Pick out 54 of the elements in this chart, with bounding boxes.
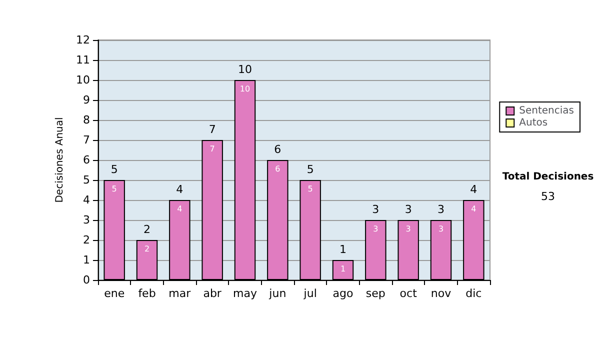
x-tick-label: sep (366, 287, 386, 300)
y-tick-label: 11 (76, 54, 90, 66)
data-label: 6 (275, 164, 280, 174)
data-label: 3 (438, 224, 444, 234)
y-tick-label: 0 (83, 274, 90, 286)
total-label: 7 (208, 123, 216, 136)
data-label: 5 (308, 184, 313, 194)
x-tick-label: may (233, 287, 258, 300)
y-tick-label: 8 (83, 114, 90, 126)
y-tick-label: 10 (76, 74, 90, 86)
total-label: 6 (274, 143, 282, 156)
data-label: 1 (340, 264, 346, 274)
text: Total Decisiones (502, 172, 594, 182)
data-label: 5 (112, 184, 117, 194)
x-tick-label: ago (332, 287, 354, 300)
total-label: 4 (470, 183, 478, 196)
x-tick-label: jul (302, 287, 317, 300)
text: 53 (541, 190, 555, 203)
y-tick-label: 2 (83, 234, 90, 246)
total-label: 2 (144, 223, 150, 236)
total-label: 3 (438, 203, 444, 216)
x-tick-label: ene (104, 287, 125, 300)
y-axis-title: Decisiones Anual (54, 117, 66, 203)
y-tick-label: 9 (83, 94, 90, 106)
legend-label: Autos (519, 118, 548, 128)
x-tick-label: oct (400, 287, 418, 300)
y-tick-label: 12 (76, 34, 90, 46)
y-tick-label: 7 (83, 134, 90, 146)
x-tick-label: feb (138, 287, 156, 300)
x-tick-label: mar (168, 287, 192, 300)
data-label: 4 (177, 204, 182, 214)
total-label: 3 (372, 203, 380, 216)
total-label: 3 (404, 203, 412, 216)
y-tick-label: 6 (83, 154, 90, 166)
total-label: 4 (176, 183, 184, 196)
data-label: 2 (144, 244, 150, 254)
data-label: 7 (210, 144, 215, 154)
data-label: 4 (471, 204, 476, 214)
y-tick-label: 5 (83, 174, 90, 186)
x-tick-label: dic (466, 287, 482, 300)
y-tick-label: 1 (83, 254, 90, 266)
x-tick-label: jun (268, 287, 286, 300)
data-label: 3 (406, 224, 411, 234)
total-label: 10 (238, 63, 252, 76)
legend-label: Sentencias (519, 106, 574, 116)
data-label: 10 (240, 84, 250, 94)
y-tick-label: 3 (83, 214, 90, 226)
data-label: 3 (373, 224, 378, 234)
x-tick-label: nov (430, 287, 452, 300)
total-label: 5 (110, 163, 118, 176)
y-tick-label: 4 (83, 194, 90, 206)
x-tick-label: abr (203, 287, 222, 300)
total-label: 1 (340, 243, 346, 256)
total-label: 5 (306, 163, 314, 176)
